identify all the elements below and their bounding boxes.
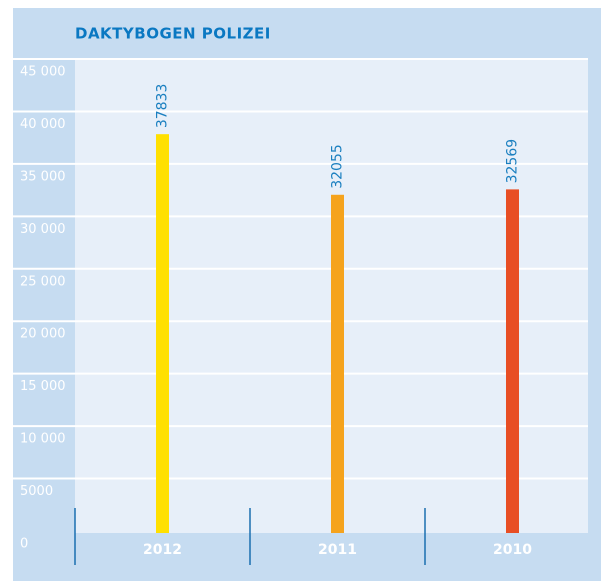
value-label: 37833 bbox=[155, 84, 171, 129]
bar bbox=[331, 194, 344, 533]
value-label: 32055 bbox=[330, 144, 346, 189]
y-tick-label: 0 bbox=[20, 537, 28, 552]
bar bbox=[156, 134, 169, 533]
y-tick-label: 45 000 bbox=[20, 65, 66, 80]
y-tick-label: 40 000 bbox=[20, 117, 66, 132]
y-tick-label: 20 000 bbox=[20, 327, 66, 342]
y-tick-label: 25 000 bbox=[20, 274, 66, 289]
y-tick-label: 30 000 bbox=[20, 222, 66, 237]
y-tick-label: 15 000 bbox=[20, 379, 66, 394]
y-tick-label: 5000 bbox=[20, 484, 53, 499]
x-tick-label: 2011 bbox=[318, 542, 357, 558]
y-tick-label: 10 000 bbox=[20, 432, 66, 447]
chart-title: DAKTYBOGEN POLIZEI bbox=[75, 25, 271, 43]
x-tick-label: 2010 bbox=[493, 542, 532, 558]
x-tick-label: 2012 bbox=[143, 542, 182, 558]
y-tick-label: 35 000 bbox=[20, 169, 66, 184]
bar bbox=[506, 189, 519, 533]
category-band bbox=[13, 533, 601, 566]
value-label: 32569 bbox=[505, 139, 521, 184]
